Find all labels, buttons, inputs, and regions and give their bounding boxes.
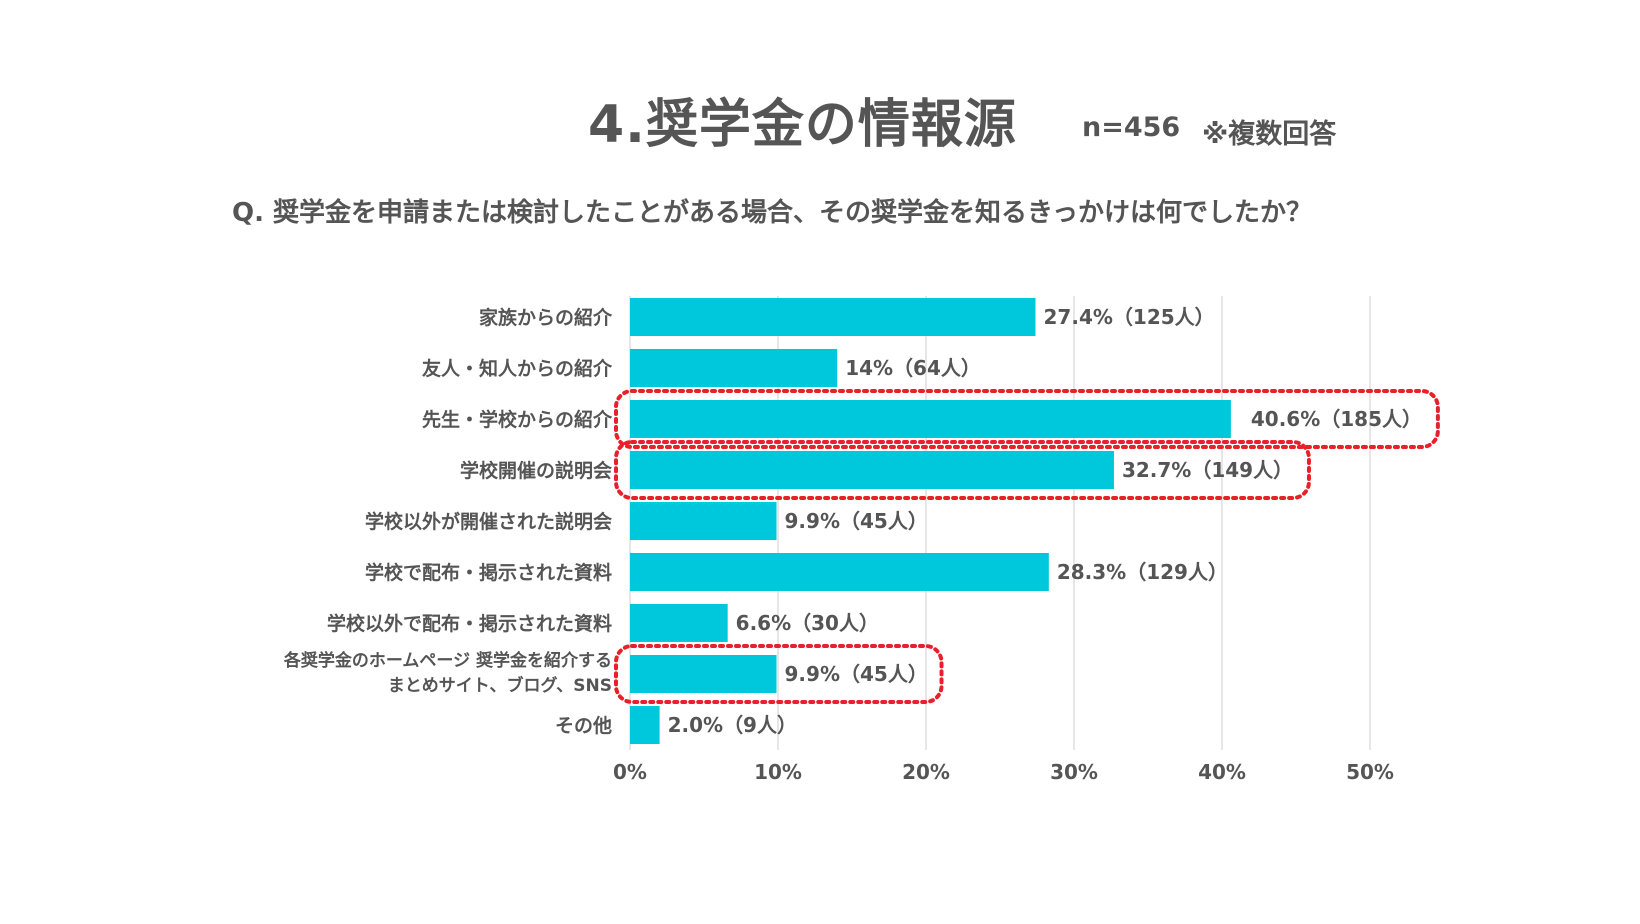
category-label: 学校開催の説明会 [460,459,612,482]
x-tick-label: 30% [1050,760,1098,784]
bar [630,553,1049,591]
data-label: 2.0%（9人） [668,713,797,737]
category-label: 各奨学金のホームページ 奨学金を紹介する [283,650,612,671]
category-label: 友人・知人からの紹介 [422,357,613,380]
category-label: 学校以外が開催された説明会 [365,510,612,533]
category-label: 学校以外で配布・掲示された資料 [327,612,612,635]
bar [630,706,660,744]
question-text: Q. 奨学金を申請または検討したことがある場合、その奨学金を知るきっかけは何でし… [232,198,1312,228]
x-tick-label: 20% [902,760,950,784]
data-label: 27.4%（125人） [1044,305,1215,329]
bar [630,400,1231,438]
x-tick-label: 50% [1346,760,1394,784]
x-tick-label: 10% [754,760,802,784]
data-label: 14%（64人） [845,356,981,380]
bar [630,298,1036,336]
bar [630,502,777,540]
highlight-box [614,389,1440,449]
data-label: 28.3%（129人） [1057,560,1228,584]
data-label: 9.9%（45人） [785,662,928,686]
category-label: まとめサイト、ブログ、SNS [388,675,612,696]
highlight-box [614,440,1311,500]
x-tick-label: 40% [1198,760,1246,784]
category-label: 学校で配布・掲示された資料 [365,561,612,584]
data-label: 40.6%（185人） [1251,407,1422,431]
bar [630,451,1114,489]
category-label: 家族からの紹介 [479,306,613,329]
data-label: 32.7%（149人） [1122,458,1293,482]
data-label: 9.9%（45人） [785,509,928,533]
data-label: 6.6%（30人） [736,611,879,635]
bar [630,604,728,642]
multiple-answer-note: ※複数回答 [1202,119,1337,150]
category-label: その他 [555,714,612,737]
chart-title: 4.奨学金の情報源 [588,95,1017,155]
sample-size-label: n=456 [1082,112,1181,143]
bar [630,349,838,387]
bar [630,655,777,693]
x-tick-label: 0% [613,760,647,784]
category-label: 先生・学校からの紹介 [422,408,613,431]
highlight-box [614,644,944,704]
